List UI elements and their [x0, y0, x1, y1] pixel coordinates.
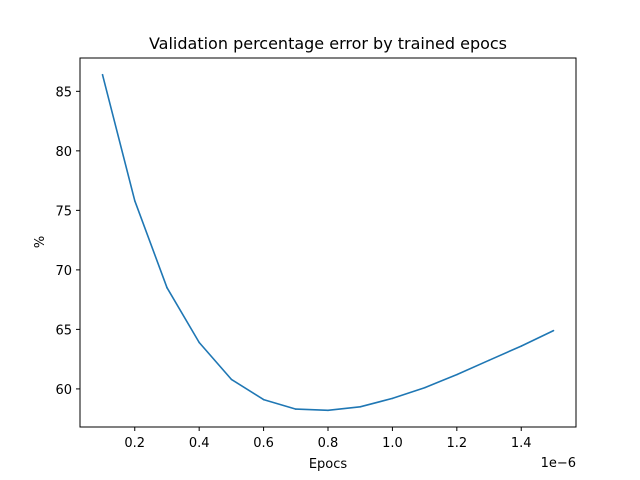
data-point: [230, 378, 233, 381]
y-tick-label: 65: [55, 323, 72, 338]
x-tick-label: 0.8: [318, 436, 339, 451]
data-point: [552, 329, 555, 332]
y-tick-label: 80: [55, 145, 72, 160]
data-point: [488, 359, 490, 362]
data-point: [133, 200, 136, 202]
data-point: [456, 373, 458, 376]
x-tick-label: 1.4: [511, 436, 532, 451]
data-point: [423, 386, 426, 389]
data-point: [520, 345, 523, 347]
x-tick-label: 0.6: [253, 436, 274, 451]
plot-frame: [79, 57, 577, 428]
plot-background: [80, 58, 576, 427]
y-axis-label: %: [33, 236, 48, 248]
data-point: [101, 73, 104, 76]
data-point: [327, 409, 329, 412]
x-axis-label: Epocs: [309, 457, 348, 472]
chart-title: Validation percentage error by trained e…: [149, 34, 507, 53]
y-tick-label: 60: [55, 383, 72, 398]
y-tick-label: 75: [55, 204, 72, 219]
chart-marks: [101, 73, 555, 412]
x-offset-label: 1e−6: [541, 456, 576, 471]
chart-ticks: 0.2 0.4 0.6 0.8 1.0 1.2 1.4 60 65 70 75 80 85: [55, 85, 531, 451]
x-tick-label: 0.2: [124, 436, 145, 451]
data-point: [198, 341, 200, 344]
data-point: [391, 397, 394, 400]
data-point: [359, 405, 362, 408]
data-point: [262, 398, 265, 401]
data-point: [166, 286, 168, 289]
x-tick-label: 1.0: [382, 436, 403, 451]
x-tick-label: 1.2: [446, 436, 467, 451]
x-tick-label: 0.4: [189, 436, 210, 451]
y-tick-label: 85: [55, 85, 72, 100]
y-tick-label: 70: [55, 264, 72, 279]
data-point: [294, 408, 297, 410]
